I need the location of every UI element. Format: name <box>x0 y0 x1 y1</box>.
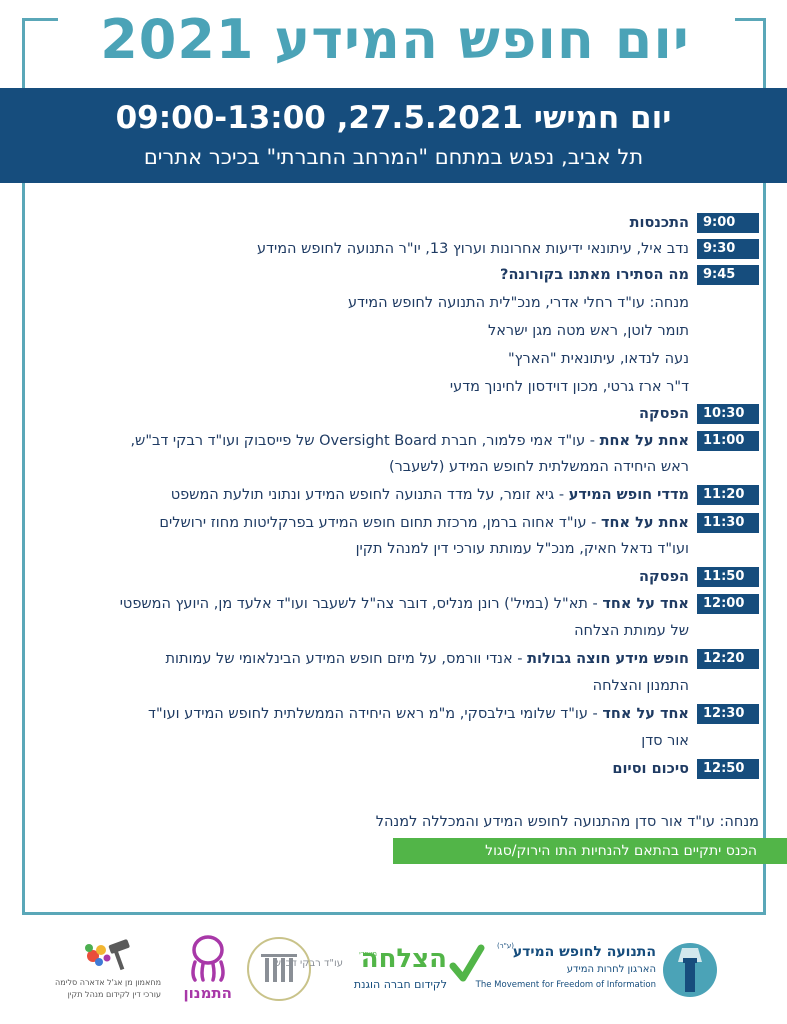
time-label: 12:30 <box>697 704 759 724</box>
schedule-row: 11:50 הפסקה <box>39 564 759 590</box>
page-title: יום חופש המידע 2021 <box>100 8 690 71</box>
session-continuation: של עמותת הצלחה <box>574 623 689 639</box>
frame-right <box>763 18 766 914</box>
time-label: 12:00 <box>697 594 759 614</box>
session-text: מה הסתירו מאתנו בקורונה? <box>500 267 689 283</box>
time-label: 9:45 <box>697 265 759 285</box>
time-label: 11:30 <box>697 513 759 533</box>
lawyers-line2: עורכי דין לקידום מנהל תקין <box>67 990 161 999</box>
hatzlacha-logo: הצלחה מייסדי לקידום חברה הוגנת <box>353 938 485 1000</box>
lighthouse-icon <box>663 943 717 997</box>
session-continuation: ועו"ד נדאל חאיק, מנכ"ל עמותת עורכי דין ל… <box>355 541 689 557</box>
movement-logo: התנועה לחופש המידע (ע"ר) הארגון לחרות המ… <box>476 936 718 1006</box>
event-moderator: מנחה: עו"ד אור סדן מהתנועה לחופש המידע ו… <box>375 814 759 830</box>
movement-subtitle: הארגון לחרות המידע <box>566 964 656 975</box>
session-continuation: ד"ר ארז גרטי, מכון דוידסון לחינוך מדעי <box>449 379 689 395</box>
pillar-emblem-icon <box>247 937 311 1001</box>
schedule-row: 12:20 חופש מידע חוצה גבולות - אנדי וורמס… <box>39 646 759 672</box>
schedule-row: 11:00 אחת על אחת - עו"ד אמי פלמור, חברת … <box>39 428 759 454</box>
session-continuation: נעה לנדאו, עיתונאית "הארץ" <box>508 351 689 367</box>
schedule-row: 9:30 נדב איל, עיתונאי ידיעות אחרונות וער… <box>39 236 759 262</box>
tamnun-name: התמנון <box>183 984 232 1002</box>
session-text: אחת על אחת - עו"ד אמי פלמור, חברת Oversi… <box>130 433 689 449</box>
session-continuation: התמנון והצלחה <box>592 678 689 694</box>
event-venue: תל אביב, נפגש במתחם "המרחב החברתי" בכיכר… <box>143 145 644 169</box>
movement-english: The Movement for Freedom of Information <box>475 980 656 990</box>
time-label: 9:00 <box>697 213 759 233</box>
session-text: הפסקה <box>639 569 689 585</box>
octopus-icon <box>191 935 225 982</box>
session-text: אחת על אחד - עו"ד אחוה ברמן, מרכזת תחום … <box>159 515 689 531</box>
schedule-row: 10:30 הפסקה <box>39 401 759 427</box>
schedule-row: 12:50 סיכום וסיום <box>39 756 759 782</box>
session-continuation: תומר לוטן, ראש מטה מגן ישראל <box>488 323 689 339</box>
schedule-row: 12:00 אחד על אחד - תא"ל (במיל') רונן מנל… <box>39 591 759 617</box>
hatzlacha-name: הצלחה <box>360 944 447 974</box>
schedule-row: 11:30 אחת על אחד - עו"ד אחוה ברמן, מרכזת… <box>39 510 759 536</box>
session-continuation: ראש היחידה הממשלתית לחופש המידע (לשעבר) <box>388 459 689 475</box>
session-text: נדב איל, עיתונאי ידיעות אחרונות וערוץ 13… <box>256 241 689 257</box>
header-band: יום חמישי 27.5.2021, 09:00-13:00 תל אביב… <box>0 88 787 183</box>
time-label: 11:00 <box>697 431 759 451</box>
tamnun-logo: התמנון <box>178 934 238 1008</box>
session-text: אחד על אחד - עו"ד שלומי בילבסקי, מ"מ ראש… <box>148 706 689 722</box>
schedule-row: 9:45 מה הסתירו מאתנו בקורונה? <box>39 262 759 288</box>
hatzlacha-small: מייסדי <box>359 950 377 958</box>
lawyers-line1: מחאמון מן אג'ל אדארה סלימה <box>55 978 161 987</box>
time-label: 11:20 <box>697 485 759 505</box>
frame-top-right <box>735 18 766 21</box>
session-text: חופש מידע חוצה גבולות - אנדי וורמס, על מ… <box>165 651 689 667</box>
session-text: מדדי חופש המידע - גיא זומר, על מדד התנוע… <box>170 487 689 503</box>
session-continuation: אור סדן <box>641 733 689 749</box>
gavel-icon <box>85 939 130 971</box>
movement-tag: (ע"ר) <box>496 942 514 950</box>
frame-top-left <box>22 18 58 21</box>
health-notice: הכנס יתקיים בהתאם להנחיות התו הירוק/סגול <box>393 838 787 864</box>
session-continuation: מנחה: עו"ד רחלי אדרי, מנכ"לית התנועה לחו… <box>347 295 689 311</box>
movement-title: התנועה לחופש המידע <box>512 944 656 960</box>
session-text: אחד על אחד - תא"ל (במיל') רונן מנליס, דו… <box>119 596 689 612</box>
frame-bottom <box>22 912 766 915</box>
session-text: התכנסות <box>629 215 689 231</box>
session-text: הפסקה <box>639 406 689 422</box>
schedule-row: 9:00 התכנסות <box>39 210 759 236</box>
time-label: 9:30 <box>697 239 759 259</box>
event-date: יום חמישי 27.5.2021, 09:00-13:00 <box>115 100 672 136</box>
time-label: 10:30 <box>697 404 759 424</box>
lawyers-logo: מחאמון מן אג'ל אדארה סלימה עורכי דין לקי… <box>55 936 165 1006</box>
checkmark-icon <box>449 944 485 982</box>
session-text: סיכום וסיום <box>612 761 689 777</box>
rivki-name: עו"ד רבקי דב"ש <box>273 958 343 969</box>
rivki-logo: עו"ד רבקי דב"ש <box>245 934 345 1004</box>
schedule-row: 12:30 אחד על אחד - עו"ד שלומי בילבסקי, מ… <box>39 701 759 727</box>
schedule-row: 11:20 מדדי חופש המידע - גיא זומר, על מדד… <box>39 482 759 508</box>
frame-left <box>22 18 25 914</box>
time-label: 11:50 <box>697 567 759 587</box>
time-label: 12:20 <box>697 649 759 669</box>
hatzlacha-tagline: לקידום חברה הוגנת <box>353 978 447 991</box>
time-label: 12:50 <box>697 759 759 779</box>
